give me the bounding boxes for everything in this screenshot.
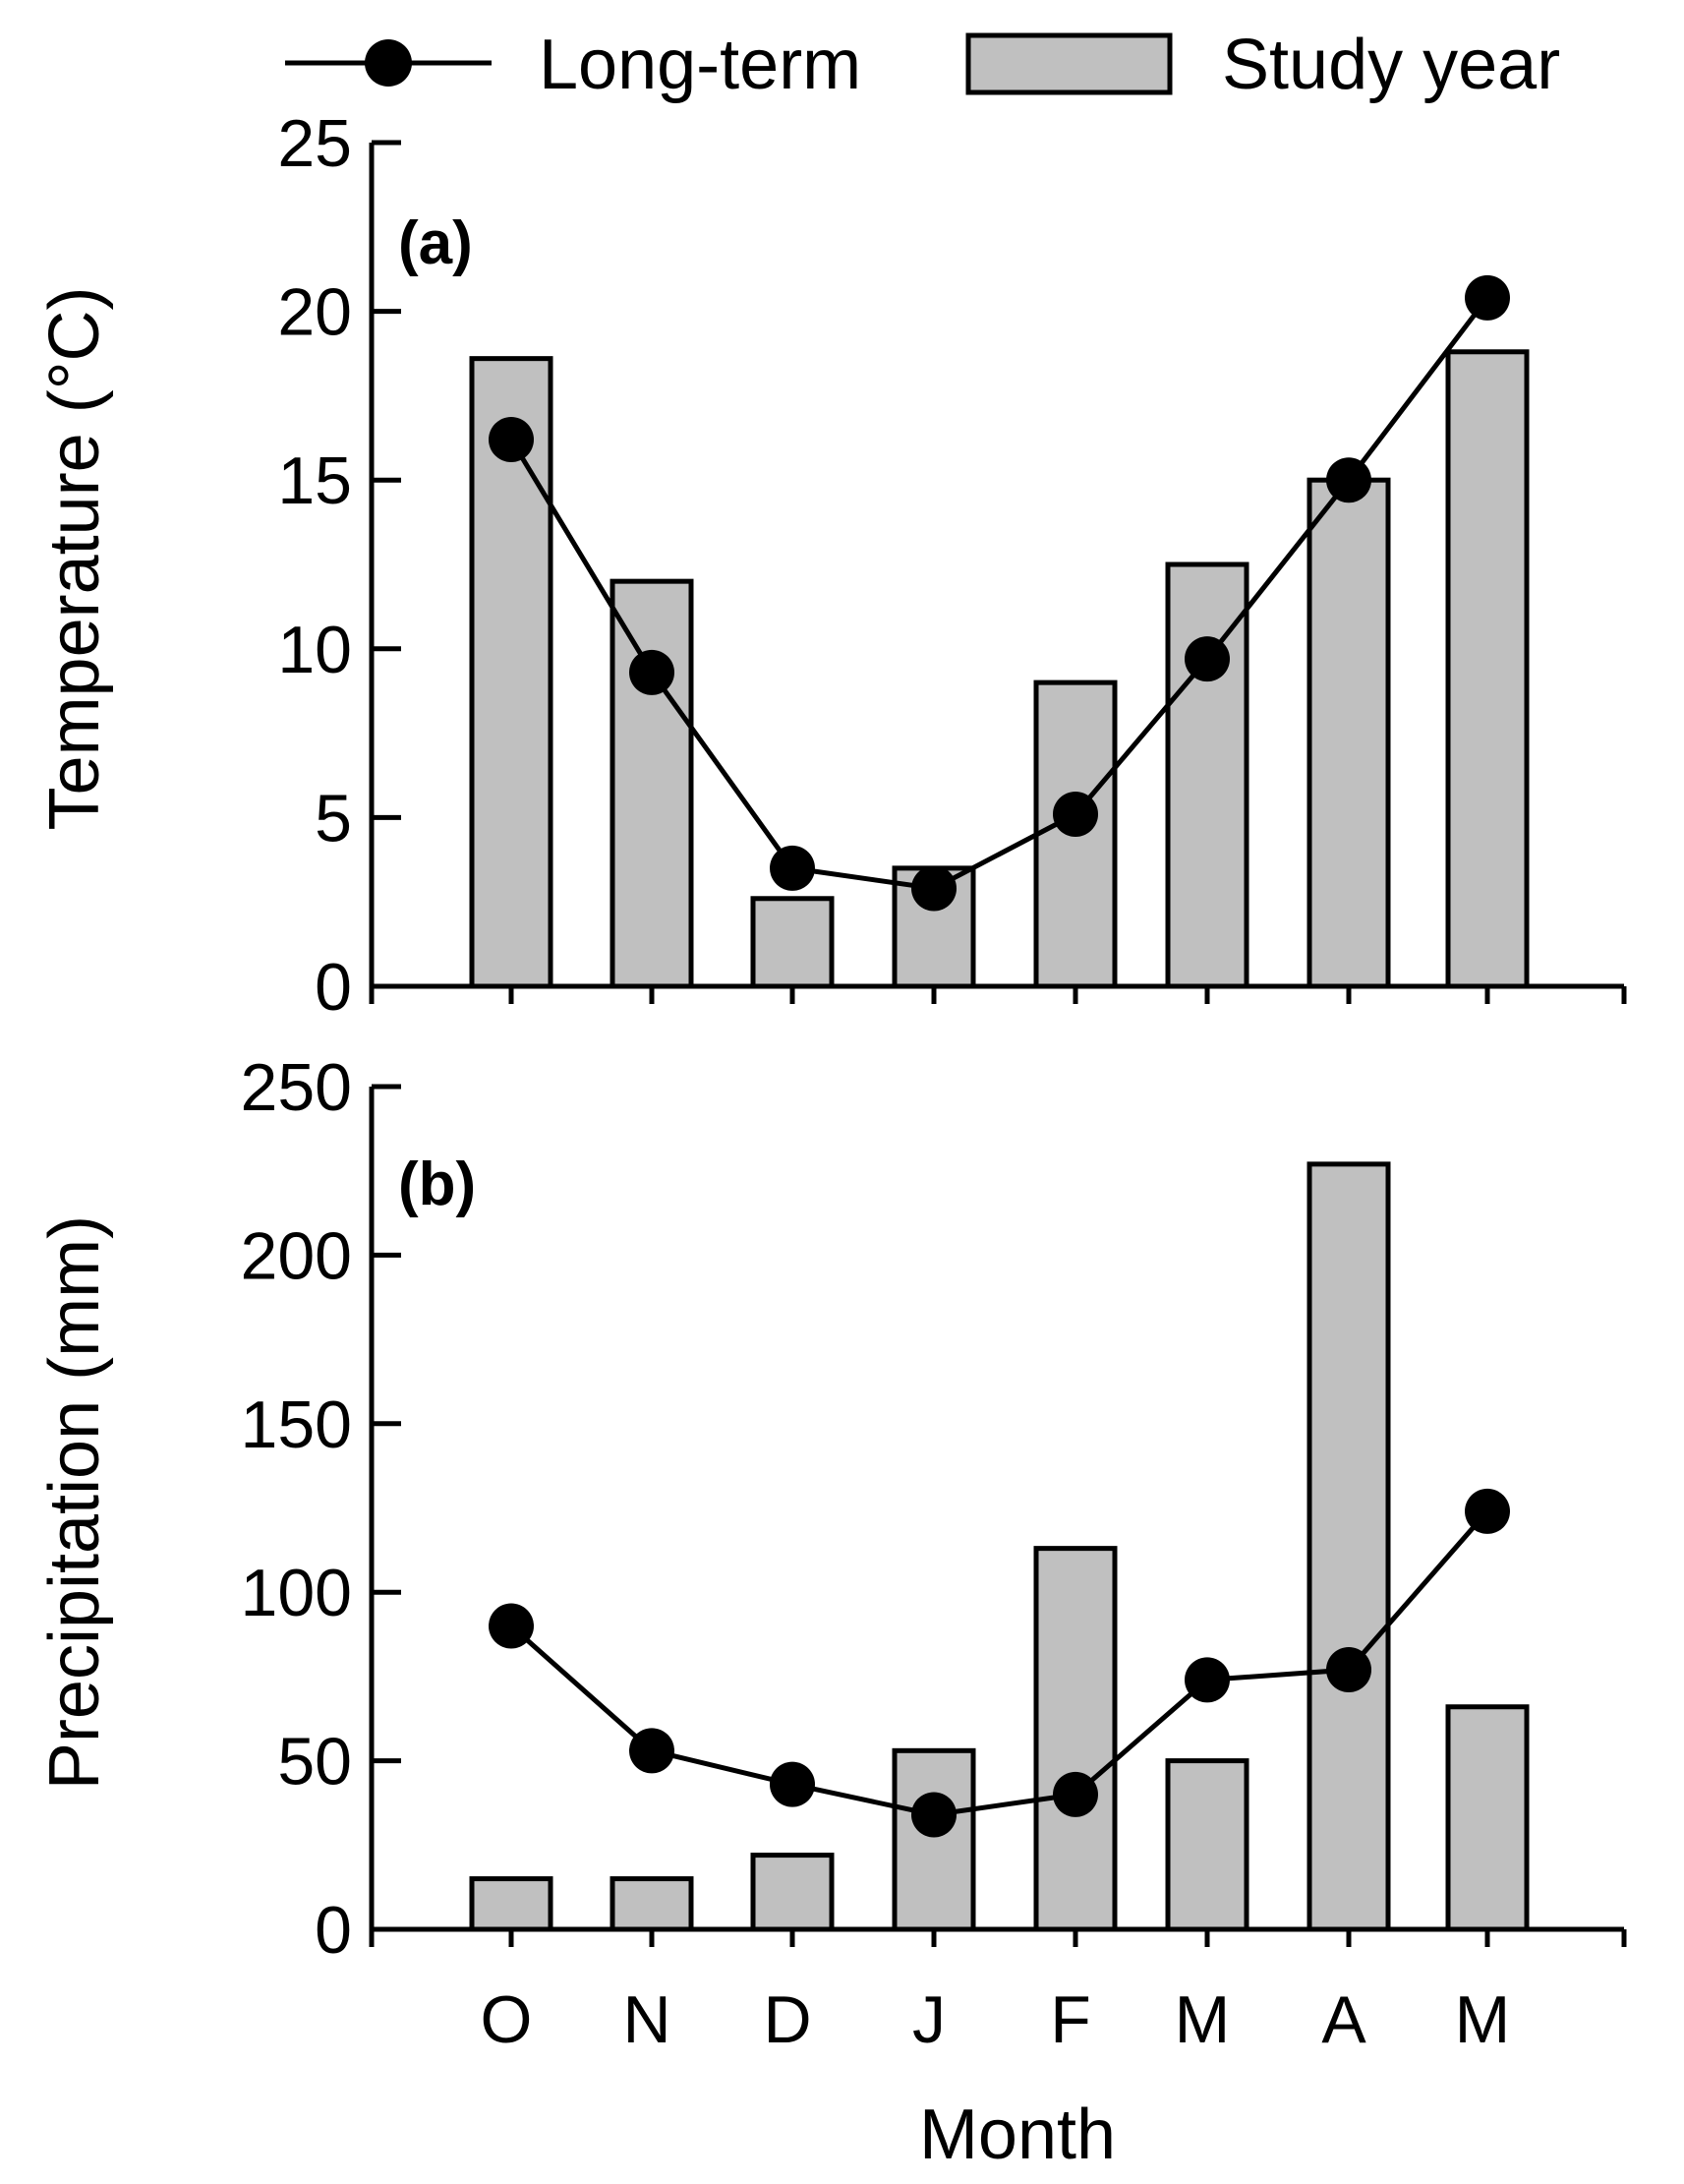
bar-N [610, 578, 694, 989]
y-tick-label: 100 [241, 1556, 352, 1630]
y-tick-label: 250 [241, 1050, 352, 1125]
bar-O [469, 1876, 553, 1932]
y-tick-label: 0 [315, 1893, 352, 1968]
bar-M [1165, 1758, 1249, 1932]
long-term-point-J [911, 865, 957, 912]
long-term-line [509, 1509, 1489, 1817]
y-tick-label: 200 [241, 1218, 352, 1293]
long-term-point-M [1465, 1488, 1510, 1534]
y-tick-label: 20 [277, 275, 352, 350]
x-axis-title: Month [919, 2095, 1116, 2174]
legend-bar-label: Study year [1222, 26, 1560, 104]
bar-J [892, 1747, 976, 1932]
bar-M [1165, 561, 1249, 989]
y-tick-label: 0 [315, 950, 352, 1025]
precipitation-axis-title: Precipitation (mm) [35, 1215, 114, 1790]
long-term-point-N [629, 649, 674, 695]
long-term-point-O [489, 417, 534, 463]
long-term-point-D [770, 1761, 815, 1807]
precipitation-marks: 0 50 100 150 200 250 O N D J F M A M [241, 1050, 1627, 2057]
y-tick-label: 5 [315, 781, 352, 856]
precipitation-panel: (b) Precipitation (mm) 0 50 100 150 200 250 O N… [35, 1050, 1627, 2057]
x-tick-label: D [763, 1982, 811, 2057]
x-tick-label: F [1050, 1982, 1091, 2057]
legend-line-label: Long-term [539, 26, 861, 104]
y-tick-label: 10 [277, 613, 352, 687]
long-term-point-D [770, 845, 815, 891]
long-term-point-N [629, 1728, 674, 1774]
temperature-axis-title: Temperature (°C) [35, 287, 114, 831]
bar-A [1307, 1161, 1391, 1932]
long-term-line [508, 296, 1489, 892]
bar-M [1445, 349, 1530, 989]
bar-D [750, 896, 835, 989]
temperature-marks: 0 5 10 15 20 25 [277, 106, 1627, 1025]
long-term-point-M [1185, 1657, 1230, 1703]
legend-bar-swatch [965, 32, 1173, 95]
bar-O [469, 356, 553, 989]
long-term-point-F [1053, 791, 1098, 837]
legend: Long-term Study year [285, 26, 1560, 104]
long-term-point-O [489, 1603, 534, 1649]
bar-A [1307, 477, 1391, 989]
long-term-point-M [1185, 636, 1230, 682]
temperature-panel: (a) Temperature (°C) 0 5 10 15 20 25 [35, 106, 1627, 1025]
x-tick-label: J [912, 1982, 946, 2057]
y-tick-label: 150 [241, 1387, 352, 1462]
bar-M [1445, 1704, 1530, 1932]
bar-F [1033, 1546, 1118, 1932]
x-tick-label: O [481, 1982, 533, 2057]
bar-N [610, 1876, 694, 1932]
x-tick-label: M [1175, 1982, 1231, 2057]
panel-b-label: (b) [398, 1151, 476, 1218]
long-term-point-J [911, 1792, 957, 1838]
bar-D [750, 1853, 835, 1932]
panel-a-label: (a) [398, 209, 473, 277]
x-tick-label: A [1321, 1982, 1366, 2057]
long-term-point-A [1326, 457, 1371, 503]
legend-marker-icon [365, 39, 412, 87]
long-term-point-M [1465, 274, 1510, 321]
y-tick-label: 15 [277, 443, 352, 518]
x-tick-label: M [1455, 1982, 1511, 2057]
y-tick-label: 25 [277, 106, 352, 181]
x-tick-label: N [622, 1982, 670, 2057]
y-tick-label: 50 [277, 1725, 352, 1800]
long-term-point-A [1326, 1647, 1371, 1693]
long-term-point-F [1053, 1771, 1098, 1817]
